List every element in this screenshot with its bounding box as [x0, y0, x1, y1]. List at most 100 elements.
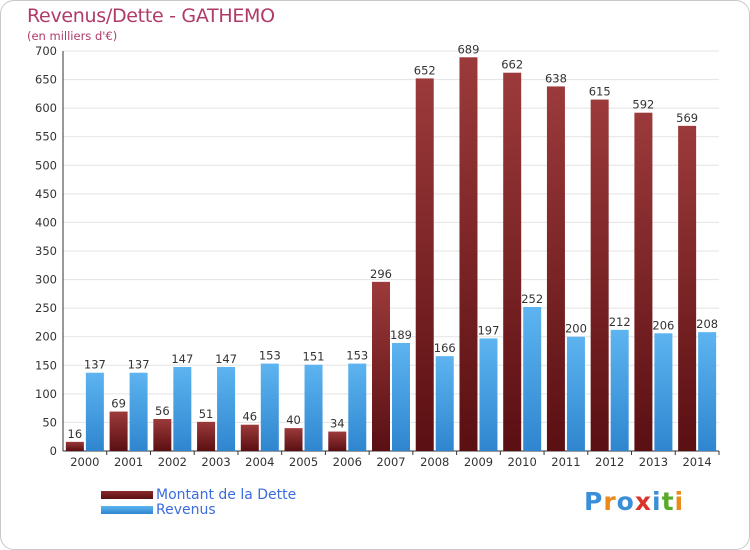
- legend-swatch-revenue: [101, 505, 153, 514]
- revenue-value-label: 252: [521, 292, 543, 306]
- x-tick-label: 2006: [333, 455, 362, 469]
- revenue-bar: [523, 307, 542, 451]
- y-tick-label: 200: [35, 330, 57, 344]
- x-tick-label: 2004: [245, 455, 274, 469]
- debt-bar: [153, 419, 172, 451]
- revenue-bar: [129, 372, 148, 451]
- debt-bar: [590, 99, 609, 452]
- revenue-bar: [654, 333, 673, 451]
- y-tick-label: 250: [35, 301, 57, 315]
- debt-value-label: 689: [457, 42, 479, 56]
- x-tick-label: 2010: [508, 455, 537, 469]
- revenue-value-label: 151: [303, 350, 325, 364]
- debt-bar: [109, 411, 128, 451]
- revenue-value-label: 189: [390, 328, 412, 342]
- debt-value-label: 638: [545, 71, 567, 85]
- debt-value-label: 51: [199, 407, 214, 421]
- legend-item-debt: Montant de la Dette: [101, 486, 297, 503]
- x-tick-label: 2012: [595, 455, 624, 469]
- chart-subtitle: (en milliers d'€): [27, 29, 118, 43]
- y-tick-label: 550: [35, 130, 57, 144]
- y-tick-label: 500: [35, 158, 57, 172]
- y-tick-label: 450: [35, 187, 57, 201]
- debt-bar: [328, 431, 347, 451]
- x-tick-label: 2013: [639, 455, 668, 469]
- revenue-value-label: 212: [609, 315, 631, 329]
- legend-label-debt: Montant de la Dette: [156, 486, 297, 503]
- legend-label-revenue: Revenus: [156, 501, 216, 518]
- debt-bar: [415, 78, 434, 451]
- debt-value-label: 40: [286, 413, 301, 427]
- y-tick-label: 600: [35, 101, 57, 115]
- y-tick-label: 400: [35, 215, 57, 229]
- revenue-bar: [610, 329, 629, 451]
- debt-value-label: 662: [501, 58, 523, 72]
- x-tick-label: 2007: [376, 455, 405, 469]
- revenue-bar: [698, 332, 717, 451]
- debt-value-label: 69: [111, 397, 126, 411]
- debt-value-label: 56: [155, 404, 170, 418]
- revenue-value-label: 153: [346, 349, 368, 363]
- legend-swatch-debt: [101, 490, 153, 499]
- debt-value-label: 592: [632, 98, 654, 112]
- debt-bar: [678, 125, 697, 451]
- debt-bar: [284, 428, 303, 451]
- revenue-value-label: 197: [477, 323, 499, 337]
- revenue-bar: [304, 364, 323, 451]
- logo-letter: o: [616, 487, 635, 516]
- debt-value-label: 296: [370, 267, 392, 281]
- logo-letter: i: [652, 487, 662, 516]
- x-tick-label: 2000: [70, 455, 99, 469]
- legend-item-revenue: Revenus: [101, 501, 296, 518]
- y-tick-label: 300: [35, 273, 57, 287]
- x-tick-label: 2008: [420, 455, 449, 469]
- logo-letter: t: [661, 487, 675, 516]
- revenue-value-label: 153: [259, 349, 281, 363]
- revenue-bar: [479, 338, 498, 451]
- revenue-bar: [348, 363, 367, 451]
- debt-bar: [546, 86, 565, 451]
- x-tick-label: 2001: [114, 455, 143, 469]
- x-tick-label: 2009: [464, 455, 493, 469]
- debt-bar: [503, 72, 522, 451]
- revenue-value-label: 137: [84, 358, 106, 372]
- revenue-bar: [85, 372, 104, 451]
- logo-letter: r: [603, 487, 617, 516]
- y-tick-label: 0: [50, 444, 57, 458]
- debt-bar: [459, 57, 478, 452]
- debt-bar: [65, 441, 84, 451]
- debt-bar: [372, 281, 390, 451]
- x-tick-label: 2003: [201, 455, 230, 469]
- revenue-value-label: 147: [171, 352, 193, 366]
- debt-bar: [634, 112, 653, 451]
- debt-value-label: 16: [68, 427, 83, 441]
- logo-letter: P: [584, 487, 604, 516]
- y-tick-label: 650: [35, 73, 57, 87]
- revenue-bar: [217, 367, 236, 451]
- revenue-bar: [435, 356, 454, 451]
- logo-letter: x: [634, 487, 652, 516]
- y-tick-label: 700: [35, 44, 57, 58]
- revenue-bar: [566, 336, 585, 451]
- y-tick-label: 100: [35, 387, 57, 401]
- revenue-bar: [392, 343, 410, 451]
- debt-bar: [197, 421, 216, 451]
- x-tick-label: 2002: [158, 455, 187, 469]
- debt-value-label: 34: [330, 417, 345, 431]
- revenue-value-label: 200: [565, 322, 587, 336]
- legend: Montant de la Dette Revenus: [101, 486, 297, 518]
- debt-value-label: 615: [589, 85, 611, 99]
- proxiti-logo: Proxiti: [584, 487, 684, 516]
- revenue-value-label: 147: [215, 352, 237, 366]
- revenue-bar: [173, 367, 192, 451]
- y-tick-label: 350: [35, 244, 57, 258]
- y-tick-label: 150: [35, 358, 57, 372]
- x-tick-label: 2011: [551, 455, 580, 469]
- debt-value-label: 652: [414, 63, 436, 77]
- x-tick-label: 2005: [289, 455, 318, 469]
- y-tick-label: 50: [42, 415, 57, 429]
- revenue-value-label: 208: [696, 317, 718, 331]
- revenue-value-label: 137: [128, 358, 150, 372]
